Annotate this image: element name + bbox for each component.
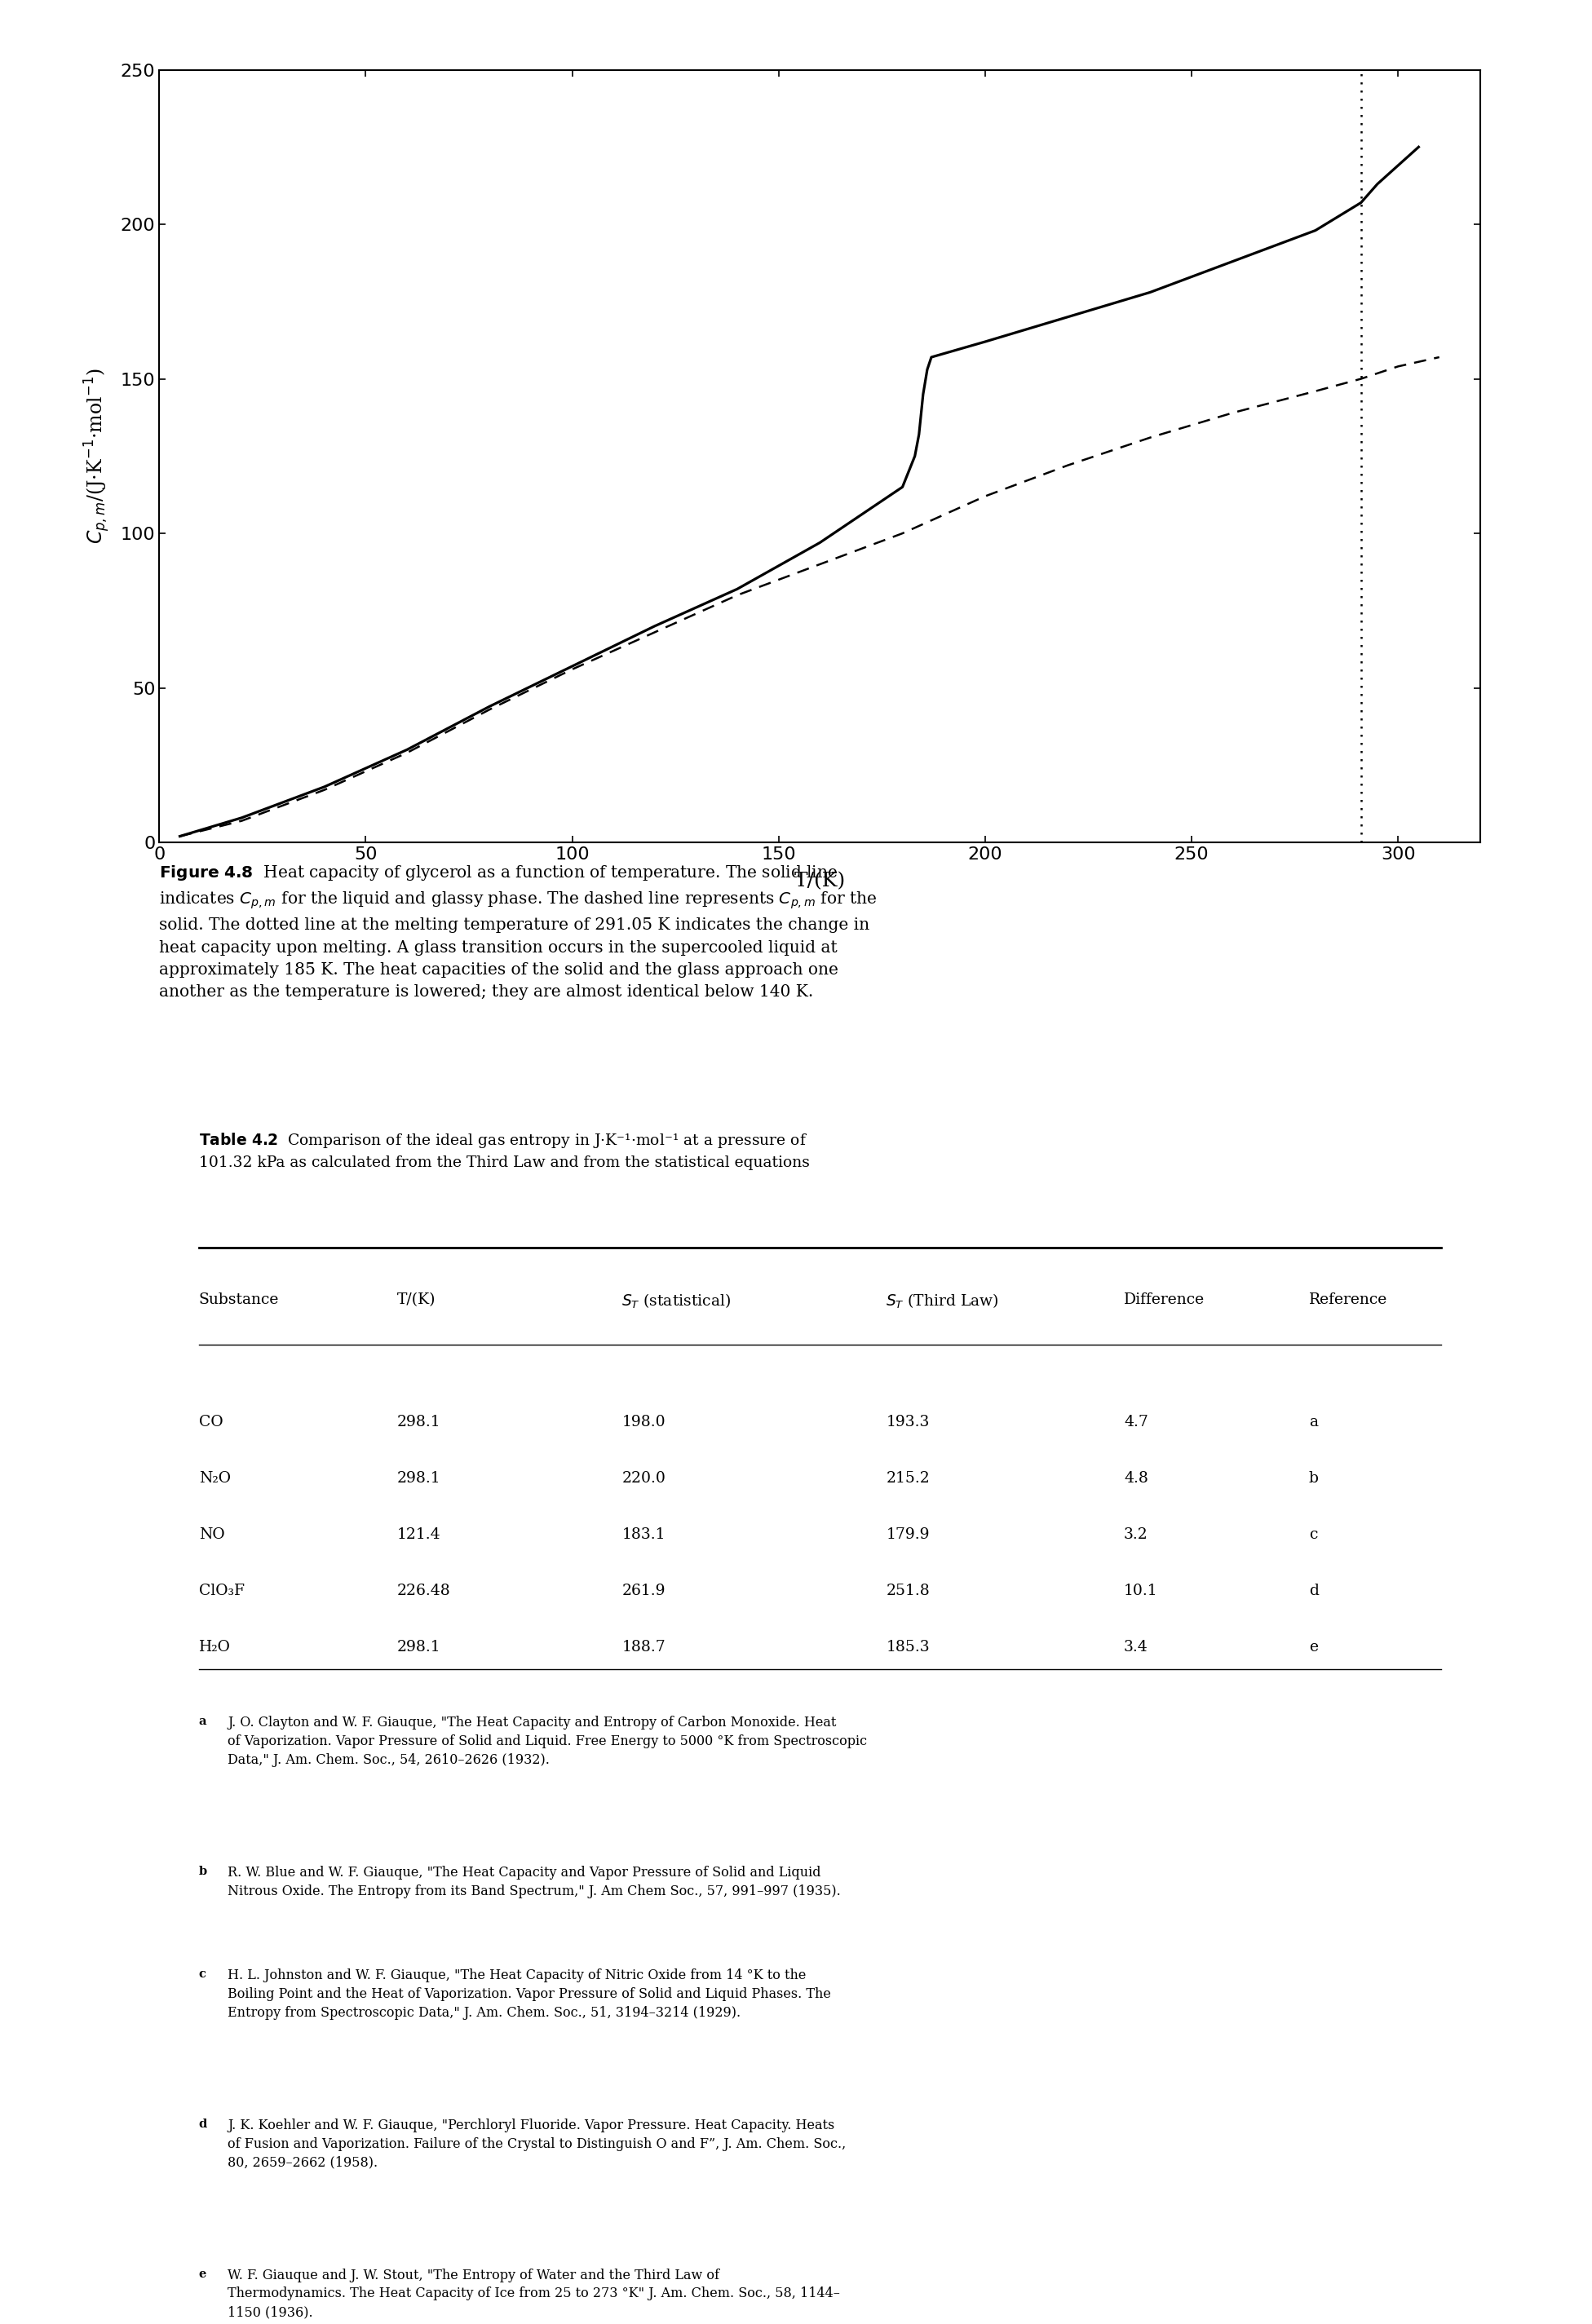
Text: 4.7: 4.7 [1124, 1415, 1148, 1429]
Text: CO: CO [199, 1415, 223, 1429]
Text: 3.4: 3.4 [1124, 1641, 1148, 1655]
Text: J. K. Koehler and W. F. Giauque, "Perchloryl Fluoride. Vapor Pressure. Heat Capa: J. K. Koehler and W. F. Giauque, "Perchl… [228, 2119, 847, 2171]
Text: 298.1: 298.1 [396, 1471, 441, 1485]
Text: d: d [199, 2119, 207, 2129]
Text: $\bf{Figure\ 4.8}$  Heat capacity of glycerol as a function of temperature. The : $\bf{Figure\ 4.8}$ Heat capacity of glyc… [159, 865, 877, 999]
Text: c: c [199, 1968, 205, 1980]
Text: H₂O: H₂O [199, 1641, 231, 1655]
Text: Substance: Substance [199, 1292, 279, 1306]
Text: 220.0: 220.0 [622, 1471, 665, 1485]
Text: 198.0: 198.0 [622, 1415, 665, 1429]
Text: 179.9: 179.9 [885, 1527, 930, 1543]
Text: 3.2: 3.2 [1124, 1527, 1148, 1543]
Text: 298.1: 298.1 [396, 1641, 441, 1655]
Text: b: b [199, 1866, 207, 1878]
Text: b: b [1309, 1471, 1318, 1485]
Text: 121.4: 121.4 [396, 1527, 441, 1543]
Text: $\bf{Table\ 4.2}$  Comparison of the ideal gas entropy in J·K⁻¹·mol⁻¹ at a press: $\bf{Table\ 4.2}$ Comparison of the idea… [199, 1132, 810, 1169]
Text: 215.2: 215.2 [885, 1471, 930, 1485]
Text: e: e [1309, 1641, 1318, 1655]
Text: NO: NO [199, 1527, 224, 1543]
Text: 183.1: 183.1 [622, 1527, 665, 1543]
Text: 10.1: 10.1 [1124, 1583, 1157, 1599]
Text: R. W. Blue and W. F. Giauque, "The Heat Capacity and Vapor Pressure of Solid and: R. W. Blue and W. F. Giauque, "The Heat … [228, 1866, 841, 1899]
Text: 4.8: 4.8 [1124, 1471, 1148, 1485]
Text: a: a [199, 1715, 207, 1727]
Text: 298.1: 298.1 [396, 1415, 441, 1429]
Text: ClO₃F: ClO₃F [199, 1583, 245, 1599]
Text: Difference: Difference [1124, 1292, 1205, 1306]
Text: 185.3: 185.3 [885, 1641, 930, 1655]
Text: Reference: Reference [1309, 1292, 1387, 1306]
Text: a: a [1309, 1415, 1318, 1429]
Text: c: c [1309, 1527, 1317, 1543]
Text: 251.8: 251.8 [885, 1583, 930, 1599]
Y-axis label: $C_{p,m}$/(J·K$^{-1}$·mol$^{-1}$): $C_{p,m}$/(J·K$^{-1}$·mol$^{-1}$) [83, 367, 111, 544]
Text: H. L. Johnston and W. F. Giauque, "The Heat Capacity of Nitric Oxide from 14 °K : H. L. Johnston and W. F. Giauque, "The H… [228, 1968, 831, 2020]
Text: T/(K): T/(K) [396, 1292, 436, 1306]
Text: W. F. Giauque and J. W. Stout, "The Entropy of Water and the Third Law of
Thermo: W. F. Giauque and J. W. Stout, "The Entr… [228, 2268, 841, 2319]
X-axis label: T/(K): T/(K) [794, 872, 845, 890]
Text: $S_T$ (Third Law): $S_T$ (Third Law) [885, 1292, 1000, 1311]
Text: J. O. Clayton and W. F. Giauque, "The Heat Capacity and Entropy of Carbon Monoxi: J. O. Clayton and W. F. Giauque, "The He… [228, 1715, 868, 1766]
Text: d: d [1309, 1583, 1318, 1599]
Text: N₂O: N₂O [199, 1471, 231, 1485]
Text: 193.3: 193.3 [885, 1415, 930, 1429]
Text: 188.7: 188.7 [622, 1641, 665, 1655]
Text: $S_T$ (statistical): $S_T$ (statistical) [622, 1292, 731, 1311]
Text: e: e [199, 2268, 207, 2280]
Text: 261.9: 261.9 [622, 1583, 665, 1599]
Text: 226.48: 226.48 [396, 1583, 451, 1599]
